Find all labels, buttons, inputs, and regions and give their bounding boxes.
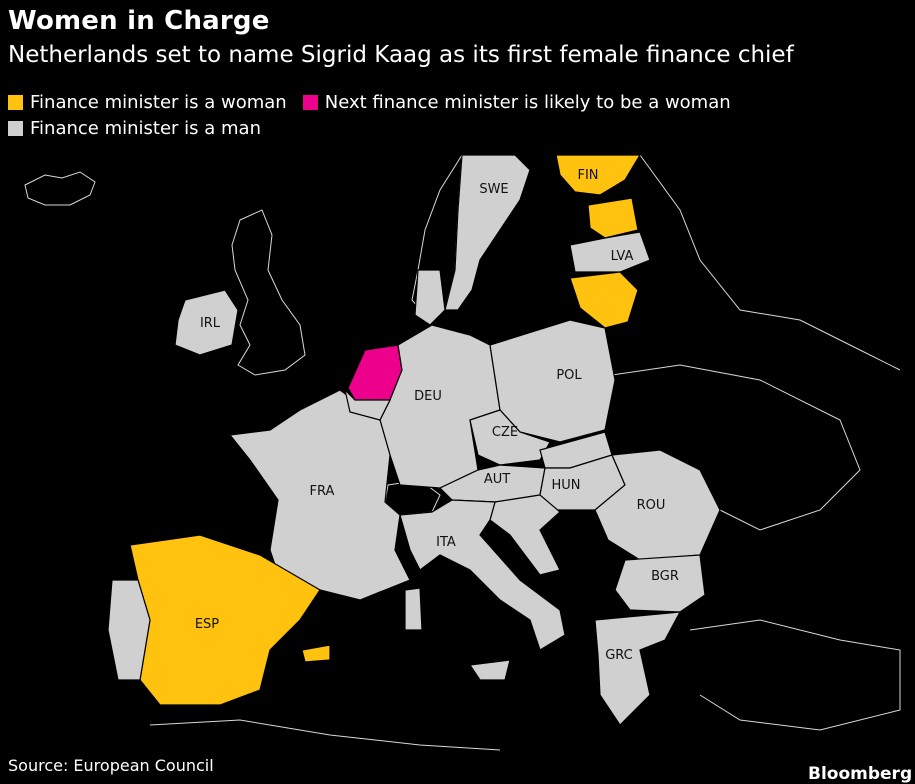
label-bgr: BGR [651, 569, 679, 584]
europe-map: SWE FIN LVA IRL POL DEU CZE FRA AUT HUN … [24, 154, 901, 751]
chart-title: Women in Charge [8, 6, 270, 36]
label-lva: LVA [611, 249, 634, 264]
label-deu: DEU [414, 389, 442, 404]
label-hun: HUN [551, 478, 580, 493]
label-ita: ITA [436, 535, 456, 550]
label-fin: FIN [577, 168, 598, 183]
legend-item-woman: Finance minister is a woman [8, 92, 287, 113]
country-ita-sicily[interactable] [468, 659, 511, 681]
label-aut: AUT [484, 472, 510, 487]
ukraine-outline [611, 364, 861, 531]
country-est[interactable] [587, 197, 639, 239]
label-cze: CZE [492, 425, 518, 440]
iceland-outline [24, 171, 96, 206]
eastern-border [639, 154, 901, 371]
legend-label-man: Finance minister is a man [30, 118, 261, 139]
country-grc[interactable] [594, 611, 682, 726]
legend-swatch-man [8, 121, 23, 136]
country-labels: SWE FIN LVA IRL POL DEU CZE FRA AUT HUN … [195, 168, 679, 663]
countries [107, 154, 721, 726]
country-bel[interactable] [343, 388, 391, 421]
country-prt[interactable] [107, 579, 151, 681]
country-ita-sardinia[interactable] [404, 587, 423, 631]
legend-item-man: Finance minister is a man [8, 118, 261, 139]
legend-swatch-likely-woman [302, 95, 318, 110]
label-pol: POL [556, 368, 582, 383]
country-swe[interactable] [444, 154, 531, 311]
turkey-outline [689, 619, 901, 731]
legend-item-likely-woman: Next finance minister is likely to be a … [302, 92, 731, 113]
label-grc: GRC [605, 648, 633, 663]
label-rou: ROU [637, 498, 666, 513]
label-fra: FRA [310, 484, 335, 499]
country-fin[interactable] [555, 154, 642, 196]
country-esp-baleares[interactable] [301, 644, 331, 663]
legend-label-woman: Finance minister is a woman [30, 92, 287, 113]
legend-row-1: Finance minister is a woman Next finance… [8, 92, 747, 113]
country-irl[interactable] [174, 289, 239, 356]
legend-swatch-woman [8, 95, 23, 110]
legend-label-likely-woman: Next finance minister is likely to be a … [324, 92, 731, 113]
label-irl: IRL [200, 316, 221, 331]
uk-outline [231, 209, 306, 376]
chart-subtitle: Netherlands set to name Sigrid Kaag as i… [8, 42, 794, 68]
country-lva[interactable] [569, 231, 651, 273]
country-hrv[interactable] [489, 494, 561, 576]
north-africa-outline [149, 719, 501, 751]
country-ltu[interactable] [569, 271, 639, 329]
label-esp: ESP [195, 617, 219, 632]
label-swe: SWE [479, 182, 508, 197]
legend-row-2: Finance minister is a man [8, 118, 277, 139]
country-ita[interactable] [399, 499, 566, 651]
source-note: Source: European Council [8, 756, 214, 775]
bloomberg-logo: Bloomberg [808, 764, 913, 784]
non-eu-coastlines [24, 154, 901, 751]
country-dnk[interactable] [414, 269, 446, 326]
